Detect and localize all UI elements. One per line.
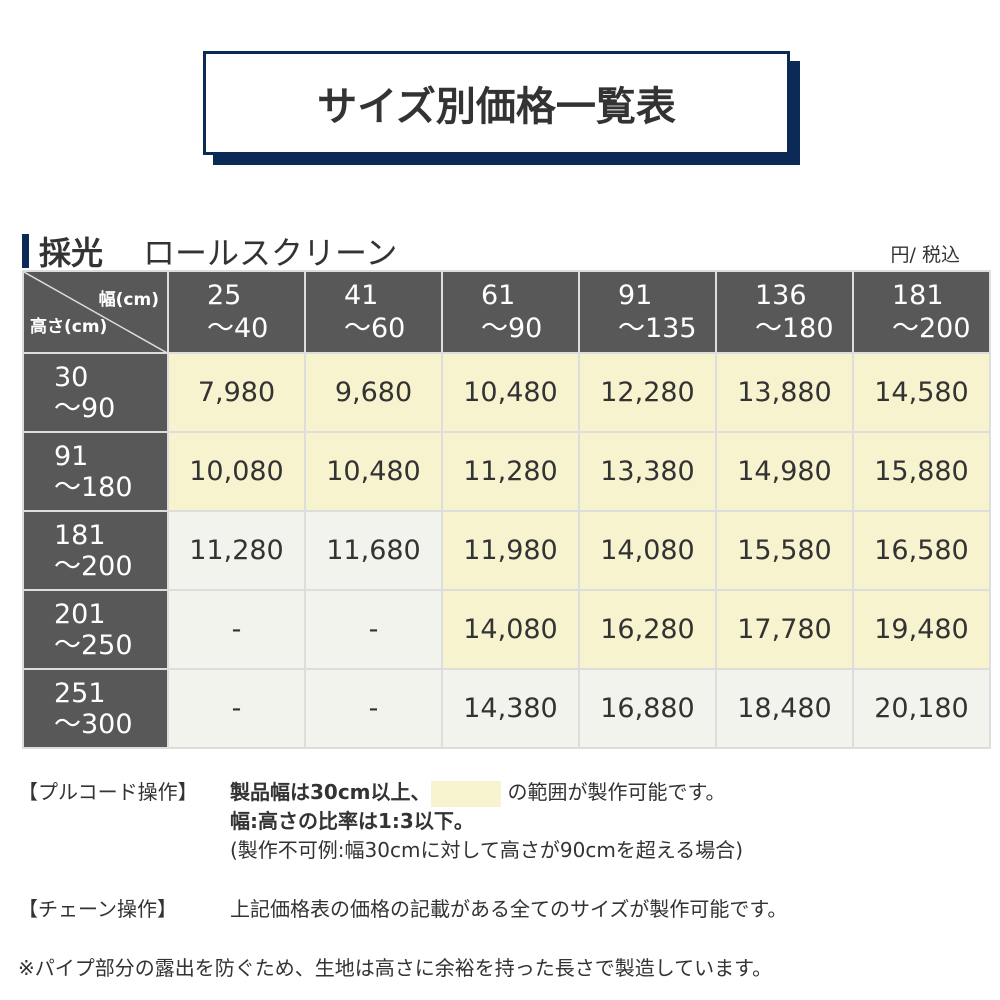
- height-header: 201 ～250: [22, 589, 169, 670]
- pullcord-line2: 幅:高さの比率は1:3以下。: [230, 809, 474, 833]
- price-cell: 11,280: [167, 510, 306, 591]
- width-header-text: ～60: [344, 313, 406, 344]
- width-header-text: 61: [481, 280, 516, 311]
- width-header-text: ～40: [207, 313, 269, 344]
- unit-label: 円/ 税込: [890, 244, 960, 266]
- price-cell: 13,880: [715, 352, 854, 433]
- height-header: 91 ～180: [22, 431, 169, 512]
- width-header-text: ～200: [892, 313, 971, 344]
- section-heading: 採光 ロールスクリーン: [22, 228, 397, 274]
- price-table: 幅(cm) 高さ(cm) 25 ～40 41 ～60 61 ～90 91 ～135 136 ～18…: [22, 270, 991, 749]
- price-cell: 20,180: [852, 668, 991, 749]
- heading-bar: [22, 234, 29, 268]
- price-cell: 14,980: [715, 431, 854, 512]
- height-header-text: 91: [54, 440, 89, 472]
- height-header-text: 181: [54, 519, 106, 551]
- price-cell: 9,680: [304, 352, 443, 433]
- price-cell: 7,980: [167, 352, 306, 433]
- price-cell: 11,280: [441, 431, 580, 512]
- height-header: 181 ～200: [22, 510, 169, 591]
- width-header-text: 91: [618, 280, 653, 311]
- notes: 【プルコード操作】 製品幅は30cm以上、 の範囲が製作可能です。 幅:高さの比…: [18, 778, 787, 983]
- section-bold: 採光: [39, 234, 104, 272]
- price-cell: 14,380: [441, 668, 580, 749]
- price-cell: 11,980: [441, 510, 580, 591]
- table-row: 201 ～250- -14,080 16,280 17,780 19,480: [22, 589, 991, 670]
- height-axis-label: 高さ(cm): [30, 317, 108, 337]
- width-header-text: 25: [207, 280, 242, 311]
- diagonal-line: [24, 272, 169, 354]
- width-header-text: 41: [344, 280, 379, 311]
- price-cell: 15,880: [852, 431, 991, 512]
- width-header: 181 ～200: [852, 270, 991, 354]
- width-header: 41 ～60: [304, 270, 443, 354]
- price-cell: 12,280: [578, 352, 717, 433]
- table-row: 91 ～180 10,080 10,480 11,280 13,380 14,980 15,8…: [22, 431, 991, 512]
- height-header-text: 30: [54, 361, 89, 393]
- price-cell: -: [304, 589, 443, 670]
- corner-header: 幅(cm) 高さ(cm): [22, 270, 169, 354]
- width-header: 136 ～180: [715, 270, 854, 354]
- height-header: 251 ～300: [22, 668, 169, 749]
- height-header: 30 ～90: [22, 352, 169, 433]
- pullcord-line3: (製作不可例:幅30cmに対して高さが90cmを超える場合): [230, 838, 743, 862]
- height-header-text: ～90: [54, 392, 116, 424]
- price-cell: -: [167, 668, 306, 749]
- price-cell: 16,580: [852, 510, 991, 591]
- price-cell: 11,680: [304, 510, 443, 591]
- width-header: 91 ～135: [578, 270, 717, 354]
- price-cell: -: [304, 668, 443, 749]
- price-cell: 10,080: [167, 431, 306, 512]
- page-title: サイズ別価格一覧表: [203, 51, 790, 155]
- width-header-text: 181: [892, 280, 944, 311]
- available-swatch: [430, 780, 501, 807]
- width-header-text: ～90: [481, 313, 543, 344]
- price-cell: 13,380: [578, 431, 717, 512]
- chain-label: 【チェーン操作】: [18, 897, 177, 921]
- price-cell: 17,780: [715, 589, 854, 670]
- footnote: ※パイプ部分の露出を防ぐため、生地は高さに余裕を持った長さで製造しています。: [18, 956, 773, 980]
- price-cell: 18,480: [715, 668, 854, 749]
- section-name: ロールスクリーン: [143, 234, 398, 272]
- width-header: 25 ～40: [167, 270, 306, 354]
- table-row: 251 ～300- -14,380 16,880 18,480 20,180: [22, 668, 991, 749]
- width-header-text: ～180: [755, 313, 834, 344]
- width-axis-label: 幅(cm): [98, 290, 159, 310]
- price-cell: 15,580: [715, 510, 854, 591]
- height-header-text: ～300: [54, 708, 133, 740]
- pullcord-line1a: 製品幅は30cm以上、: [230, 780, 431, 804]
- price-cell: -: [167, 589, 306, 670]
- pullcord-line1b: の範囲が製作可能です。: [507, 780, 726, 804]
- table-row: 181 ～200 11,280 11,680 11,980 14,080 15,580 16,…: [22, 510, 991, 591]
- width-header: 61 ～90: [441, 270, 580, 354]
- chain-text: 上記価格表の価格の記載がある全てのサイズが製作可能です。: [230, 897, 788, 921]
- price-cell: 14,080: [441, 589, 580, 670]
- price-cell: 10,480: [304, 431, 443, 512]
- width-header-text: 136: [755, 280, 807, 311]
- price-cell: 16,280: [578, 589, 717, 670]
- price-cell: 19,480: [852, 589, 991, 670]
- price-cell: 16,880: [578, 668, 717, 749]
- pullcord-label: 【プルコード操作】: [18, 780, 198, 804]
- height-header-text: 251: [54, 677, 106, 709]
- height-header-text: ～250: [54, 629, 133, 661]
- price-cell: 14,080: [578, 510, 717, 591]
- price-cell: 14,580: [852, 352, 991, 433]
- height-header-text: ～200: [54, 550, 133, 582]
- price-cell: 10,480: [441, 352, 580, 433]
- table-row: 30 ～90 7,980 9,680 10,480 12,280 13,880 14,580: [22, 352, 991, 433]
- page-title-text: サイズ別価格一覧表: [317, 84, 676, 130]
- width-header-text: ～135: [618, 313, 697, 344]
- height-header-text: ～180: [54, 471, 133, 503]
- height-header-text: 201: [54, 598, 106, 630]
